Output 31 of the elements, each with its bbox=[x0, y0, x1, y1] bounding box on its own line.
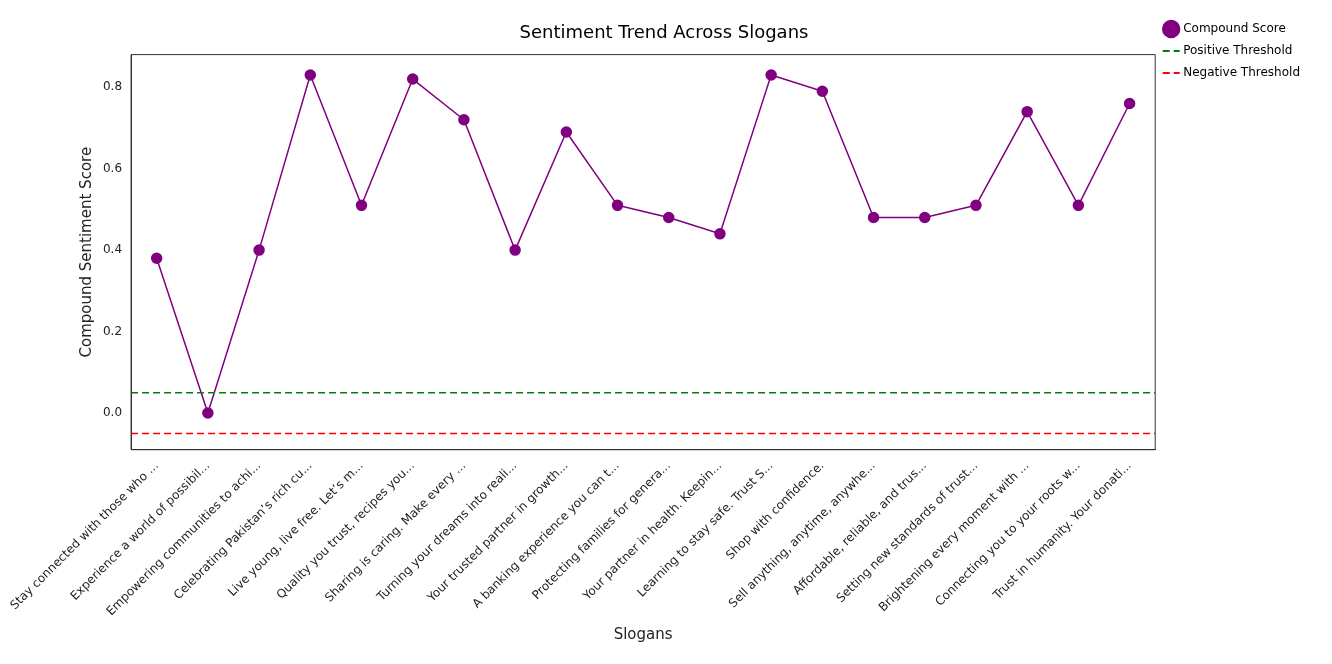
x-axis-title: Slogans bbox=[613, 624, 673, 643]
chart-title: Sentiment Trend Across Slogans bbox=[519, 21, 809, 43]
point bbox=[611, 199, 624, 212]
point bbox=[1021, 105, 1033, 118]
y-tick-label: 0.6 bbox=[102, 160, 123, 175]
y-axis-title: Compound Sentiment Score bbox=[76, 146, 95, 358]
y-tick-label: 0.2 bbox=[102, 323, 123, 338]
point bbox=[458, 114, 470, 126]
point bbox=[1072, 199, 1085, 212]
point bbox=[816, 85, 829, 98]
point bbox=[304, 69, 317, 81]
point bbox=[253, 244, 265, 256]
point bbox=[919, 211, 931, 224]
point bbox=[1123, 97, 1136, 110]
legend-label: Compound Score bbox=[1183, 21, 1286, 36]
y-tick-label: 0.0 bbox=[102, 405, 123, 420]
point bbox=[765, 69, 777, 81]
legend-label: Positive Threshold bbox=[1183, 43, 1293, 58]
point bbox=[560, 126, 573, 138]
point bbox=[662, 211, 675, 224]
point bbox=[509, 244, 521, 256]
point bbox=[150, 252, 163, 265]
point bbox=[406, 73, 419, 85]
y-tick-label: 0.8 bbox=[102, 79, 123, 94]
point bbox=[970, 199, 982, 212]
point bbox=[714, 228, 726, 240]
y-tick-label: 0.4 bbox=[102, 242, 123, 257]
point bbox=[355, 199, 368, 212]
point bbox=[202, 407, 214, 419]
point bbox=[867, 211, 880, 224]
legend-label: Negative Threshold bbox=[1183, 65, 1301, 80]
